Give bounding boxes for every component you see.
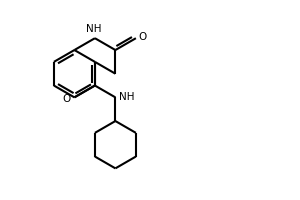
Text: NH: NH [85, 24, 101, 34]
Text: O: O [63, 94, 71, 104]
Text: NH: NH [119, 92, 134, 102]
Text: O: O [139, 32, 147, 42]
